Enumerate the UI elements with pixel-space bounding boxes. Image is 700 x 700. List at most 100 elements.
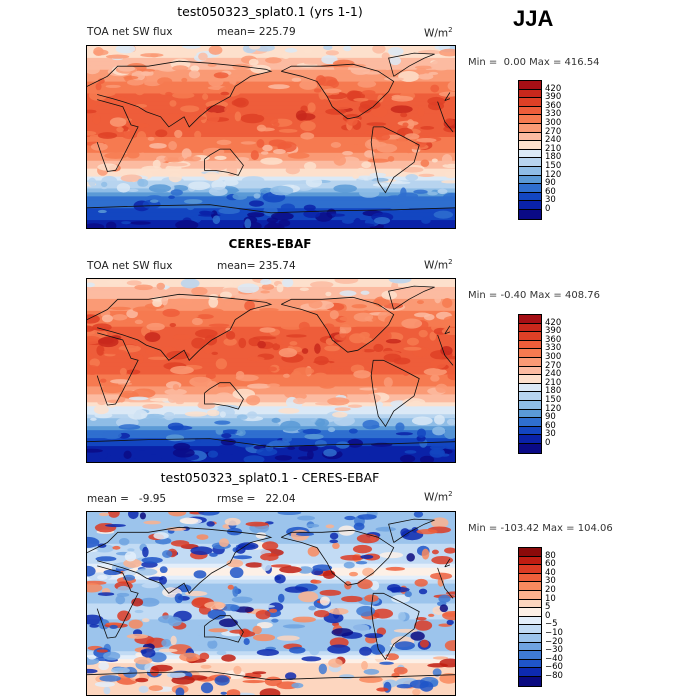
field-patch bbox=[446, 418, 455, 426]
field-patch bbox=[447, 341, 455, 345]
panel-3-colorbar: 80 60 40 30 20 10 5 0 −5 −10 −20 −30 −40 −60 −80 bbox=[518, 547, 563, 687]
field-patch bbox=[200, 210, 215, 216]
latitude-band bbox=[87, 125, 455, 130]
field-patch bbox=[416, 529, 438, 535]
field-patch bbox=[193, 570, 207, 579]
field-patch bbox=[87, 583, 103, 593]
field-patch bbox=[207, 639, 218, 649]
field-patch bbox=[188, 181, 211, 191]
field-patch bbox=[267, 383, 280, 388]
field-patch bbox=[149, 397, 172, 402]
latitude-band bbox=[87, 583, 455, 589]
colorbar-swatch bbox=[519, 315, 541, 324]
field-patch bbox=[109, 117, 127, 127]
panel-1-minmax: Min = 0.00 Max = 416.54 bbox=[468, 57, 600, 68]
field-patch bbox=[293, 367, 315, 375]
colorbar-tick-label: 30 bbox=[545, 429, 556, 440]
field-patch bbox=[344, 211, 353, 218]
field-patch bbox=[198, 52, 208, 61]
field-patch bbox=[196, 314, 214, 320]
field-patch bbox=[87, 668, 98, 674]
field-patch bbox=[221, 433, 232, 439]
field-patch bbox=[167, 395, 178, 403]
field-patch bbox=[414, 578, 428, 587]
field-patch bbox=[141, 648, 156, 658]
panel-2-map bbox=[86, 278, 456, 463]
colorbar-boxes bbox=[518, 314, 542, 454]
panel-3-map-svg bbox=[87, 512, 455, 695]
field-patch bbox=[98, 451, 108, 459]
field-patch bbox=[258, 307, 279, 312]
panel-1-map bbox=[86, 45, 456, 229]
field-patch bbox=[375, 526, 396, 532]
field-patch bbox=[123, 75, 139, 80]
field-patch bbox=[87, 654, 97, 660]
field-patch bbox=[179, 517, 199, 524]
latitude-band bbox=[87, 422, 455, 427]
colorbar-swatch bbox=[519, 106, 541, 116]
field-patch bbox=[357, 514, 377, 520]
field-patch bbox=[188, 70, 201, 79]
field-patch bbox=[194, 329, 218, 338]
latitude-band bbox=[87, 386, 455, 391]
field-patch bbox=[97, 400, 107, 406]
field-patch bbox=[255, 109, 265, 116]
field-patch bbox=[432, 656, 449, 660]
field-patch bbox=[290, 372, 303, 378]
field-patch bbox=[165, 112, 189, 123]
field-patch bbox=[303, 204, 316, 211]
field-patch bbox=[430, 359, 447, 369]
coastline bbox=[281, 529, 395, 586]
field-patch bbox=[198, 512, 220, 516]
field-patch bbox=[363, 668, 380, 675]
colorbar-swatch bbox=[519, 443, 541, 453]
field-patch bbox=[89, 623, 100, 628]
field-patch bbox=[287, 152, 310, 159]
field-patch bbox=[117, 585, 130, 594]
field-patch bbox=[126, 633, 149, 639]
field-patch bbox=[87, 109, 97, 114]
colorbar-swatch bbox=[519, 184, 541, 193]
field-patch bbox=[292, 616, 316, 623]
field-patch bbox=[439, 604, 449, 613]
field-patch bbox=[174, 129, 183, 138]
field-patch bbox=[333, 184, 358, 193]
field-patch bbox=[299, 80, 318, 90]
field-patch bbox=[372, 608, 394, 619]
field-patch bbox=[126, 79, 144, 86]
field-patch bbox=[141, 557, 163, 564]
field-patch bbox=[121, 131, 137, 140]
field-patch bbox=[390, 105, 413, 114]
field-patch bbox=[393, 666, 408, 675]
field-patch bbox=[150, 53, 159, 58]
field-patch bbox=[276, 283, 284, 293]
field-patch bbox=[418, 73, 434, 80]
field-patch bbox=[355, 561, 368, 565]
field-patch bbox=[224, 517, 241, 526]
colorbar-tick-label: 210 bbox=[545, 377, 562, 388]
field-patch bbox=[256, 621, 273, 629]
field-patch bbox=[405, 147, 412, 154]
coastline bbox=[388, 285, 435, 310]
coastline bbox=[388, 52, 435, 77]
latitude-band bbox=[87, 133, 455, 138]
latitude-band bbox=[87, 180, 455, 186]
field-patch bbox=[115, 595, 126, 605]
field-patch bbox=[443, 428, 455, 440]
field-patch bbox=[179, 652, 200, 662]
field-patch bbox=[175, 401, 184, 405]
field-patch bbox=[191, 317, 203, 326]
field-patch bbox=[343, 46, 352, 52]
field-patch bbox=[219, 411, 226, 418]
field-patch bbox=[235, 374, 259, 382]
field-patch bbox=[137, 178, 145, 187]
colorbar-tick-label: 40 bbox=[545, 567, 556, 578]
colorbar-swatch bbox=[519, 201, 541, 210]
field-patch bbox=[384, 653, 399, 661]
colorbar-swatch bbox=[519, 209, 541, 219]
field-patch bbox=[352, 451, 372, 455]
field-patch bbox=[435, 383, 448, 393]
field-patch bbox=[394, 641, 415, 650]
colorbar-tick-label: 210 bbox=[545, 143, 562, 154]
latitude-band bbox=[87, 515, 455, 521]
